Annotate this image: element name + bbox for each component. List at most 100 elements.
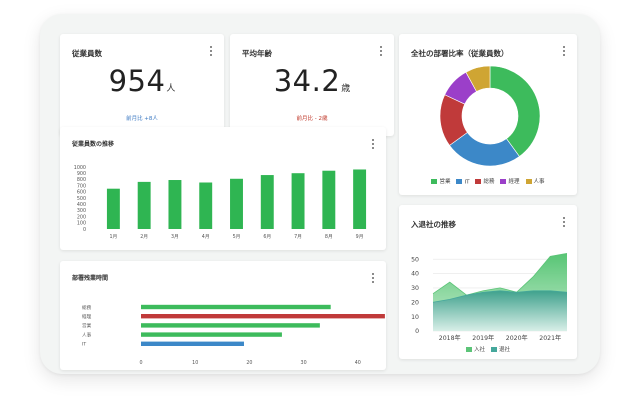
- pie-slice: [489, 65, 541, 157]
- bar: [322, 170, 336, 229]
- kpi-card-average-age: 平均年齢 34.2歳 前月比 - 2歳: [230, 34, 394, 136]
- y-tick-label: 900: [77, 171, 86, 177]
- y-tick-label: 400: [77, 202, 86, 208]
- kpi-number: 954: [108, 64, 166, 98]
- join-leave-card: 入退社の推移 0 10 20 30 40 50 2018年 2019年 2020年 2021年 入…: [399, 205, 577, 359]
- bar: [106, 188, 120, 229]
- legend-item: 入社: [465, 345, 485, 353]
- y-tick-label: 700: [77, 183, 86, 189]
- kpi-change: 前月比 - 2歳: [296, 116, 328, 122]
- x-tick-label: 1月: [109, 234, 117, 240]
- legend-swatch: [525, 178, 532, 184]
- legend-label: 入社: [473, 347, 485, 353]
- legend-item: 総務: [475, 177, 494, 185]
- y-tick-label: 100: [77, 221, 86, 227]
- legend-swatch: [491, 346, 497, 352]
- x-tick-label: 2018年: [439, 334, 461, 342]
- more-menu-icon[interactable]: [561, 217, 567, 227]
- x-tick-label: 20: [246, 360, 252, 366]
- kpi-title: 平均年齢: [242, 49, 272, 58]
- bar: [168, 180, 182, 229]
- y-tick-label: 500: [77, 196, 86, 202]
- bar: [137, 181, 151, 229]
- kpi-card-employees: 従業員数 954人 前月比 +8人: [60, 34, 224, 136]
- y-tick-label: 20: [411, 299, 419, 306]
- more-menu-icon[interactable]: [370, 139, 376, 149]
- x-tick-label: 5月: [233, 234, 241, 240]
- dept-overtime-card: 部署残業時間 総務経理営業人事IT01020304050: [60, 261, 386, 370]
- kpi-unit: 人: [166, 84, 176, 94]
- legend-swatch: [475, 178, 482, 184]
- chart-title: 従業員数の推移: [72, 141, 115, 148]
- y-tick-label: 0: [415, 328, 419, 335]
- y-tick-label: 1000: [74, 165, 86, 171]
- bar: [141, 341, 244, 346]
- x-tick-label: 3月: [171, 234, 179, 240]
- x-tick-label: 0: [139, 360, 142, 366]
- pie-slice: [465, 65, 491, 92]
- bar: [141, 314, 385, 319]
- more-menu-icon[interactable]: [561, 46, 567, 56]
- x-tick-label: 2021年: [539, 334, 561, 342]
- y-tick-label: 50: [411, 256, 419, 263]
- dept-ratio-card: 全社の部署比率（従業員数） 営業 IT 総務 経理 人事: [399, 34, 577, 195]
- bar: [141, 304, 331, 310]
- dashboard-frame: 従業員数 954人 前月比 +8人 平均年齢 34.2歳 前月比 - 2歳 全社…: [40, 14, 600, 374]
- bar: [291, 173, 305, 229]
- legend-item: 営業: [431, 177, 450, 185]
- y-tick-label: 経理: [82, 313, 92, 320]
- kpi-value: 34.2歳: [230, 64, 394, 98]
- legend-item: IT: [456, 178, 470, 185]
- legend-label: 営業: [439, 179, 451, 185]
- more-menu-icon[interactable]: [378, 46, 384, 56]
- employee-trend-card: 従業員数の推移 0 100 200 300 400 500 600 700 800 900 1000…: [60, 127, 386, 250]
- join-leave-area-chart: 0 10 20 30 40 50 2018年 2019年 2020年 2021年: [411, 253, 568, 342]
- x-tick-label: 8月: [325, 234, 333, 240]
- x-tick-label: 40: [355, 360, 361, 366]
- x-tick-label: 4月: [202, 234, 210, 240]
- legend-item: 経理: [500, 177, 520, 185]
- chart-legend: 営業 IT 総務 経理 人事: [399, 177, 577, 185]
- legend-item: 人事: [525, 177, 545, 185]
- y-tick-label: IT: [82, 342, 86, 348]
- kpi-change: 前月比 +8人: [126, 116, 158, 122]
- dept-ratio-donut-chart: [439, 65, 541, 167]
- series-line: [432, 290, 568, 303]
- legend-item: 退社: [491, 345, 510, 353]
- y-tick-label: 人事: [82, 331, 92, 338]
- dept-overtime-bar-chart: 総務経理営業人事IT01020304050: [82, 304, 385, 366]
- x-tick-label: 9月: [356, 234, 364, 240]
- legend-label: 経理: [508, 179, 520, 185]
- series-line: [432, 253, 568, 296]
- x-tick-label: 2020年: [506, 334, 528, 342]
- legend-swatch: [456, 178, 463, 184]
- y-tick-label: 40: [411, 271, 419, 278]
- legend-label: 退社: [499, 347, 511, 353]
- legend-swatch: [431, 178, 438, 184]
- x-tick-label: 2月: [140, 234, 148, 240]
- legend-label: IT: [464, 179, 470, 185]
- more-menu-icon[interactable]: [208, 46, 214, 56]
- y-tick-label: 600: [77, 190, 86, 196]
- chart-title: 全社の部署比率（従業員数）: [411, 49, 509, 58]
- x-tick-label: 2019年: [472, 334, 494, 342]
- y-tick-label: 200: [77, 214, 86, 220]
- series-area: [433, 290, 567, 331]
- kpi-number: 34.2: [273, 64, 341, 98]
- bar: [141, 332, 282, 337]
- x-tick-label: 6月: [263, 234, 271, 240]
- y-tick-label: 10: [411, 314, 419, 321]
- y-tick-label: 800: [77, 177, 86, 183]
- y-tick-label: 30: [411, 285, 419, 292]
- kpi-value: 954人: [60, 64, 224, 98]
- bar: [199, 182, 213, 229]
- chart-title: 入退社の推移: [411, 220, 456, 229]
- y-tick-label: 0: [83, 227, 86, 233]
- legend-label: 総務: [483, 179, 495, 185]
- x-tick-label: 7月: [294, 234, 302, 240]
- kpi-unit: 歳: [341, 84, 351, 94]
- y-tick-label: 総務: [82, 304, 92, 311]
- more-menu-icon[interactable]: [370, 273, 376, 283]
- chart-legend: 入社 退社: [399, 345, 577, 353]
- chart-title: 部署残業時間: [72, 275, 109, 282]
